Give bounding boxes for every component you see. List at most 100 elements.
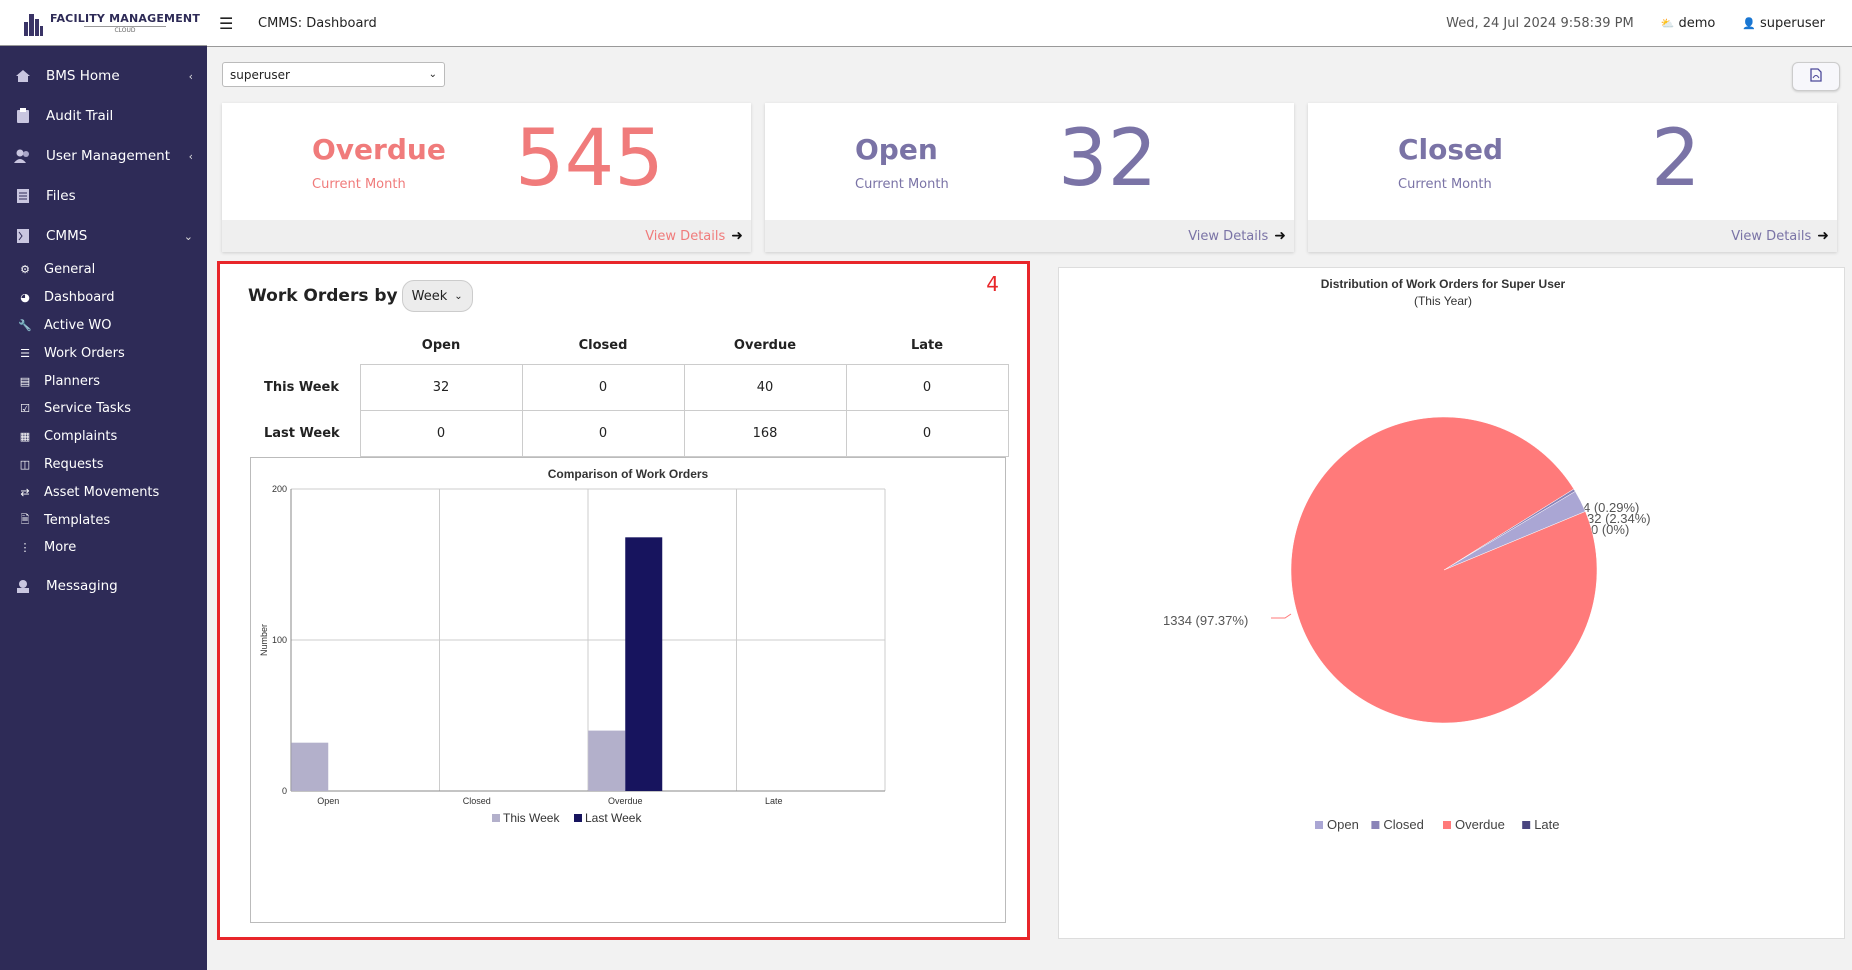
legend-swatch [1443, 821, 1451, 829]
chevron-left-icon: ‹ [188, 69, 193, 83]
sidebar-subitem-active-wo[interactable]: 🔧 Active WO [0, 312, 207, 340]
sidebar-item-user-management[interactable]: User Management ‹ [0, 136, 207, 176]
view-details-link[interactable]: View Details ➜ [222, 220, 751, 252]
table-cell: 168 [683, 410, 847, 457]
user-icon: 👤 [1742, 16, 1757, 30]
table-cell: 0 [521, 364, 685, 411]
list-icon: ☰ [20, 346, 30, 360]
sidebar-subitem-label: Service Tasks [44, 401, 132, 417]
sidebar-subitem-label: Templates [44, 512, 111, 528]
sidebar-subitem-general[interactable]: ⚙ General [0, 256, 207, 284]
distribution-pie-chart: Distribution of Work Orders for Super Us… [1163, 277, 1651, 832]
logo-title: FACILITY MANAGEMENT [50, 11, 201, 25]
sidebar-subitem-work-orders[interactable]: ☰ Work Orders [0, 339, 207, 367]
view-details-link[interactable]: View Details ➜ [765, 220, 1294, 252]
x-tick-label: Overdue [608, 796, 643, 806]
legend-label[interactable]: This Week [503, 811, 560, 825]
legend-swatch [1315, 821, 1323, 829]
sidebar-subitem-service-tasks[interactable]: ☑ Service Tasks [0, 395, 207, 423]
files-icon [14, 187, 32, 205]
sidebar-subitem-asset-movements[interactable]: ⇄ Asset Movements [0, 478, 207, 506]
sidebar-subitem-label: Active WO [44, 317, 112, 333]
row-label: Last Week [264, 426, 340, 441]
table-cell: 40 [683, 364, 847, 411]
pie-data-label: 32 (2.34%) [1587, 511, 1651, 526]
sidebar-subitem-label: Dashboard [44, 290, 115, 306]
header-datetime: Wed, 24 Jul 2024 9:58:39 PM [1446, 15, 1634, 31]
legend-label[interactable]: Overdue [1455, 817, 1505, 832]
user-menu[interactable]: 👤 superuser [1742, 16, 1825, 31]
legend-label[interactable]: Last Week [585, 811, 642, 825]
sidebar-subitem-planners[interactable]: ▤ Planners [0, 367, 207, 395]
legend-label[interactable]: Open [1327, 817, 1359, 832]
sidebar-subitem-complaints[interactable]: ▦ Complaints [0, 423, 207, 451]
sidebar-item-files[interactable]: Files [0, 176, 207, 216]
y-tick-label: 200 [272, 484, 287, 494]
sidebar-subitem-dashboard[interactable]: ◕ Dashboard [0, 284, 207, 312]
bar-chart-container: Comparison of Work Orders Number 0 100 200 Op… [250, 457, 1006, 923]
y-axis-label: Number [259, 624, 269, 656]
column-header: Overdue [733, 337, 797, 353]
column-header: Open [421, 337, 461, 353]
page-title: CMMS: Dashboard [258, 15, 377, 31]
site-selector[interactable]: ⛅ demo [1661, 16, 1716, 31]
sidebar-item-label: Messaging [46, 577, 118, 594]
card-subtitle: Current Month [855, 177, 949, 192]
legend-label[interactable]: Closed [1383, 817, 1423, 832]
export-pdf-button[interactable] [1792, 62, 1840, 91]
view-details-link[interactable]: View Details ➜ [1308, 220, 1837, 252]
sidebar-item-cmms[interactable]: CMMS ⌄ [0, 216, 207, 256]
sidebar-item-messaging[interactable]: Messaging [0, 566, 207, 606]
users-icon [14, 147, 32, 165]
sidebar-subitem-label: Asset Movements [44, 484, 160, 500]
pie-data-label: 4 (0.29%) [1583, 500, 1639, 515]
sidebar-subitem-label: Complaints [44, 429, 118, 445]
file-icon: 🗎 [20, 512, 30, 526]
table-cell: 0 [359, 410, 523, 457]
sidebar-subitem-templates[interactable]: 🗎 Templates [0, 506, 207, 534]
period-select[interactable]: Week ⌄ [401, 280, 473, 312]
card-title: Closed [1398, 133, 1504, 166]
table-cell: 0 [845, 364, 1009, 411]
row-label: This Week [264, 380, 339, 395]
sidebar-subitem-more[interactable]: ⋮ More [0, 534, 207, 562]
table-cell: 0 [845, 410, 1009, 457]
view-details-label: View Details [645, 228, 726, 244]
legend-swatch [492, 814, 500, 822]
sidebar-subitem-label: Requests [44, 456, 104, 472]
sidebar-item-bms-home[interactable]: BMS Home ‹ [0, 56, 207, 96]
building-logo-icon [22, 10, 44, 36]
work-orders-title: Work Orders by [248, 286, 398, 306]
logo[interactable]: FACILITY MANAGEMENT CLOUD [0, 0, 207, 46]
table-row: Last Week 0 0 168 0 [264, 410, 1009, 457]
ellipsis-vertical-icon: ⋮ [19, 541, 31, 555]
chevron-down-icon: ⌄ [428, 69, 437, 80]
card-subtitle: Current Month [1398, 177, 1492, 192]
x-tick-label: Open [317, 796, 339, 806]
table-cell: 0 [521, 410, 685, 457]
sidebar-item-audit-trail[interactable]: Audit Trail [0, 96, 207, 136]
period-select-value: Week [411, 288, 448, 304]
sidebar-subitem-requests[interactable]: ◫ Requests [0, 451, 207, 479]
columns-icon: ◫ [19, 457, 31, 471]
planner-icon: ▤ [19, 374, 31, 388]
column-header: Late [910, 337, 944, 353]
complaints-icon: ▦ [19, 430, 31, 444]
legend-label[interactable]: Late [1534, 817, 1559, 832]
card-value: 545 [515, 114, 664, 204]
user-name: superuser [1760, 15, 1825, 31]
pdf-file-icon [1810, 67, 1822, 86]
cogs-icon: ⚙ [20, 263, 30, 277]
check-square-icon: ☑ [20, 402, 30, 416]
sidebar-item-label: Files [46, 188, 76, 204]
logo-subtitle: CLOUD [84, 25, 166, 34]
hamburger-menu-icon[interactable]: ☰ [219, 13, 234, 33]
table-cell: 32 [359, 364, 523, 411]
user-filter-select[interactable]: superuser ⌄ [222, 62, 445, 87]
messaging-icon [14, 577, 32, 595]
card-value: 2 [1651, 114, 1701, 204]
sidebar-subitem-label: Work Orders [44, 345, 125, 361]
home-icon [14, 67, 32, 85]
card-subtitle: Current Month [312, 177, 406, 192]
table-row: This Week 32 0 40 0 [264, 364, 1009, 411]
